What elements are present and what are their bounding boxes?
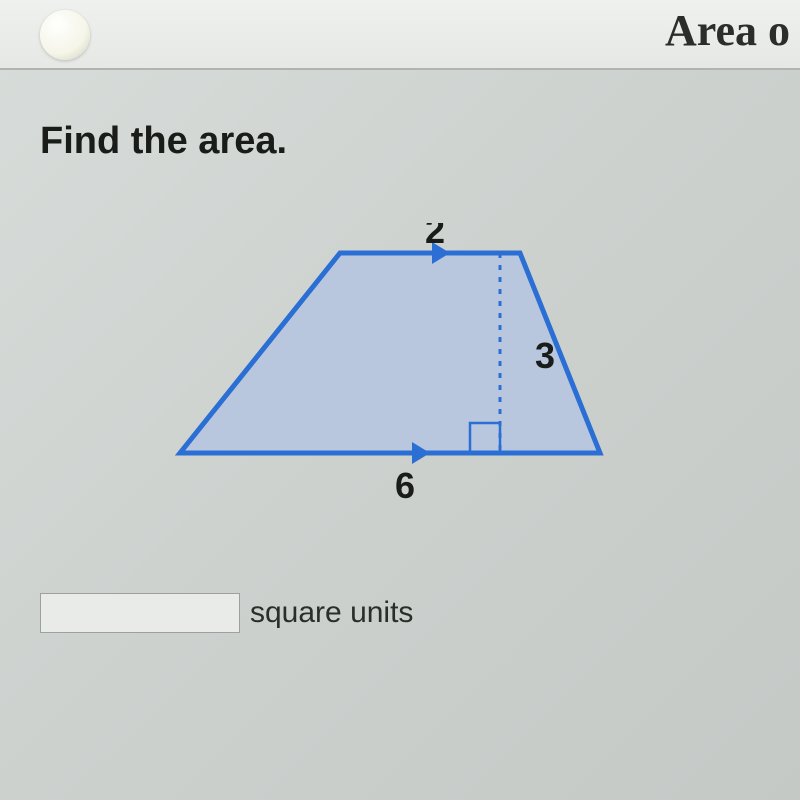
units-label: square units xyxy=(250,596,413,630)
svg-text:3: 3 xyxy=(535,335,555,376)
svg-text:6: 6 xyxy=(395,465,415,506)
instruction-text: Find the area. xyxy=(40,120,760,163)
trapezoid-figure: 2 6 3 xyxy=(160,223,640,533)
content-area: Find the area. 2 6 3 square units xyxy=(0,70,800,683)
answer-input[interactable] xyxy=(40,593,240,633)
page-title: Area o xyxy=(665,5,790,56)
svg-text:2: 2 xyxy=(425,223,445,251)
window-dot-icon xyxy=(40,10,90,60)
top-bar: Area o xyxy=(0,0,800,70)
answer-row: square units xyxy=(40,593,760,633)
figure-container: 2 6 3 xyxy=(40,223,760,533)
